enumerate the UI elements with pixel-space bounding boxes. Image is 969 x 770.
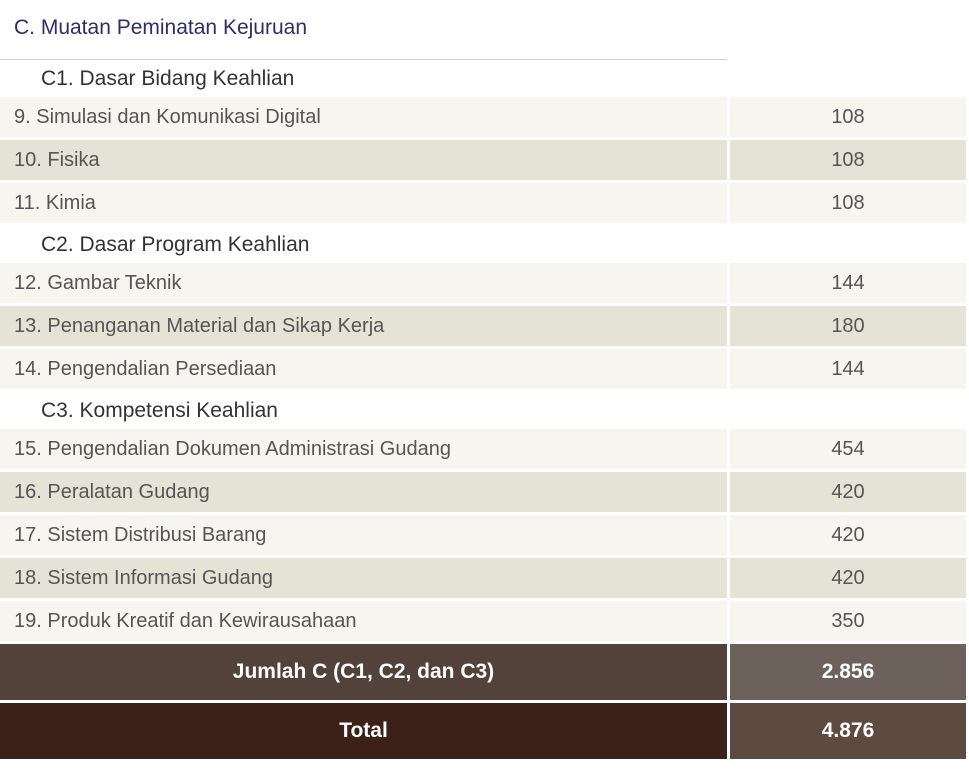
subject-hours: 108 [730, 140, 966, 180]
group-title-c3: C3. Kompetensi Keahlian [41, 399, 278, 422]
subject-name: 9. Simulasi dan Komunikasi Digital [0, 97, 727, 137]
subject-name: 17. Sistem Distribusi Barang [0, 515, 727, 555]
summary-row: Jumlah C (C1, C2, dan C3) 2.856 [0, 644, 969, 700]
subject-hours: 144 [730, 349, 966, 389]
table-row: 15. Pengendalian Dokumen Administrasi Gu… [0, 429, 969, 469]
table-row: 11. Kimia 108 [0, 183, 969, 223]
subject-hours: 420 [730, 472, 966, 512]
table-row: 16. Peralatan Gudang 420 [0, 472, 969, 512]
subject-name: 15. Pengendalian Dokumen Administrasi Gu… [0, 429, 727, 469]
table-row: 12. Gambar Teknik 144 [0, 263, 969, 303]
subject-hours: 420 [730, 558, 966, 598]
subject-hours: 108 [730, 183, 966, 223]
section-divider [0, 59, 727, 60]
table-row: 18. Sistem Informasi Gudang 420 [0, 558, 969, 598]
table-row: 19. Produk Kreatif dan Kewirausahaan 350 [0, 601, 969, 641]
total-row: Total 4.876 [0, 703, 969, 759]
subject-name: 13. Penanganan Material dan Sikap Kerja [0, 306, 727, 346]
subject-hours: 420 [730, 515, 966, 555]
subject-name: 14. Pengendalian Persediaan [0, 349, 727, 389]
total-value: 4.876 [730, 703, 966, 759]
subject-hours: 144 [730, 263, 966, 303]
subject-hours: 454 [730, 429, 966, 469]
table-row: 13. Penanganan Material dan Sikap Kerja … [0, 306, 969, 346]
subject-hours: 108 [730, 97, 966, 137]
subject-hours: 350 [730, 601, 966, 641]
subject-name: 10. Fisika [0, 140, 727, 180]
group-title-c1: C1. Dasar Bidang Keahlian [41, 67, 295, 90]
summary-value: 2.856 [730, 644, 966, 700]
summary-label: Jumlah C (C1, C2, dan C3) [0, 644, 727, 700]
table-row: 14. Pengendalian Persediaan 144 [0, 349, 969, 389]
table-row: 10. Fisika 108 [0, 140, 969, 180]
section-title: C. Muatan Peminatan Kejuruan [14, 16, 308, 39]
subject-name: 18. Sistem Informasi Gudang [0, 558, 727, 598]
total-label: Total [0, 703, 727, 759]
subjects-table: C1. Dasar Bidang Keahlian 9. Simulasi da… [0, 60, 969, 759]
subject-hours: 180 [730, 306, 966, 346]
table-row: 17. Sistem Distribusi Barang 420 [0, 515, 969, 555]
subject-name: 12. Gambar Teknik [0, 263, 727, 303]
subject-name: 11. Kimia [0, 183, 727, 223]
table-row: 9. Simulasi dan Komunikasi Digital 108 [0, 97, 969, 137]
subject-name: 19. Produk Kreatif dan Kewirausahaan [0, 601, 727, 641]
subject-name: 16. Peralatan Gudang [0, 472, 727, 512]
group-title-c2: C2. Dasar Program Keahlian [41, 233, 310, 256]
